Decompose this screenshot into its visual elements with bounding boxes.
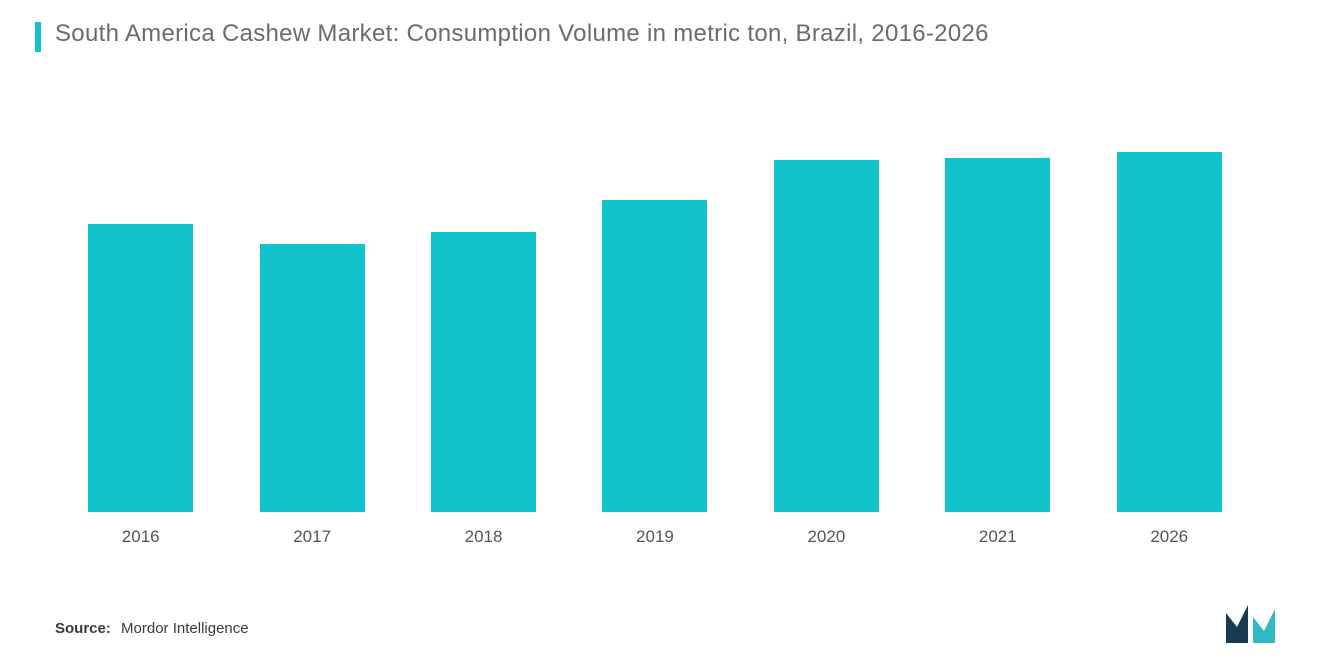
bars-row: [55, 112, 1255, 512]
logo-m-right: [1253, 609, 1275, 643]
bar-wrap: [237, 244, 387, 512]
title-accent-bar: [35, 22, 41, 52]
chart-container: South America Cashew Market: Consumption…: [0, 0, 1320, 665]
bar: [431, 232, 536, 512]
bar: [602, 200, 707, 512]
bar: [88, 224, 193, 512]
x-axis-label: 2021: [923, 527, 1073, 547]
bar: [1117, 152, 1222, 512]
bar: [260, 244, 365, 512]
bar-wrap: [751, 160, 901, 512]
bar-wrap: [409, 232, 559, 512]
x-axis-label: 2017: [237, 527, 387, 547]
title-row: South America Cashew Market: Consumption…: [35, 20, 1285, 52]
x-axis-label: 2018: [409, 527, 559, 547]
bar: [945, 158, 1050, 512]
brand-logo-icon: [1226, 605, 1280, 643]
source-label: Source:: [55, 620, 111, 637]
x-axis-label: 2026: [1094, 527, 1244, 547]
chart-title: South America Cashew Market: Consumption…: [55, 20, 989, 48]
bar-wrap: [1094, 152, 1244, 512]
bar-wrap: [66, 224, 216, 512]
x-axis-label: 2016: [66, 527, 216, 547]
source-value: Mordor Intelligence: [121, 620, 249, 637]
bar: [774, 160, 879, 512]
chart-area: 2016 2017 2018 2019 2020 2021 2026: [55, 112, 1255, 552]
logo-m-left: [1226, 605, 1248, 643]
x-axis-label: 2020: [751, 527, 901, 547]
bar-wrap: [580, 200, 730, 512]
x-axis-labels: 2016 2017 2018 2019 2020 2021 2026: [55, 522, 1255, 552]
bar-wrap: [923, 158, 1073, 512]
source-attribution: Source: Mordor Intelligence: [55, 620, 249, 637]
x-axis-label: 2019: [580, 527, 730, 547]
